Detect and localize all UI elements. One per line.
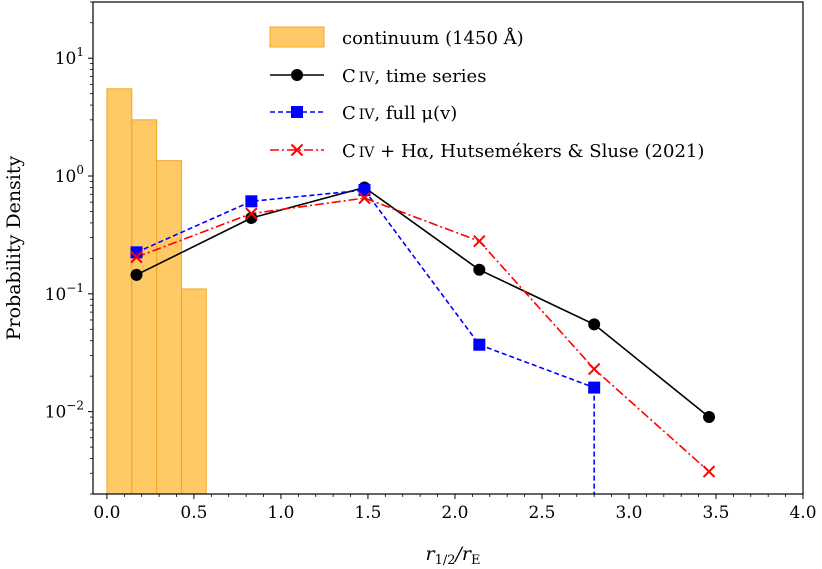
y-axis: 10−2 10−1 100 101 [45, 1, 93, 495]
x-tick-label: 2.0 [441, 503, 468, 523]
y-axis-label: Probability Density [3, 155, 25, 340]
histogram-bar [181, 288, 207, 494]
histogram-bar [131, 119, 158, 494]
legend: continuum (1450 Å) C IV, time series C IV,… [269, 26, 704, 162]
x-axis: 0.0 0.5 1.0 1.5 2.0 2.5 3.0 3.5 4.0 [93, 494, 817, 523]
x-tick-label: 3.0 [615, 503, 642, 523]
data-point [702, 465, 716, 478]
y-tick-label: 101 [55, 45, 84, 69]
data-point [130, 268, 143, 281]
data-point [358, 184, 371, 197]
data-point [588, 381, 601, 394]
series-layer [136, 186, 710, 494]
legend-swatch-continuum [269, 26, 325, 48]
x-tick-label: 0.5 [180, 503, 207, 523]
x-tick-label: 2.5 [528, 503, 555, 523]
legend-marker-time-series [291, 69, 303, 81]
series-line [136, 197, 710, 473]
y-tick-label: 10−2 [45, 399, 84, 423]
x-tick-label: 1.0 [267, 503, 294, 523]
data-point [473, 234, 486, 248]
legend-label-continuum: continuum (1450 Å) [342, 27, 524, 49]
legend-marker-full-mu [291, 106, 303, 118]
x-tick-label: 4.0 [789, 503, 816, 523]
x-tick-label: 0.0 [93, 503, 120, 523]
data-point [245, 207, 258, 220]
x-tick-label: 3.5 [702, 503, 729, 523]
series-line [136, 186, 710, 418]
x-axis-label: r1/2/rE [426, 543, 481, 568]
data-point [358, 191, 371, 205]
histogram-bar [106, 88, 133, 494]
legend-label-time-series: C IV, time series [342, 66, 486, 87]
legend-label-full-mu: C IV, full μ(v) [342, 103, 457, 124]
data-point [130, 250, 143, 264]
x-tick-label: 1.5 [354, 503, 381, 523]
series-line [136, 189, 595, 389]
data-point [473, 263, 486, 276]
legend-marker-hutsemekers [290, 143, 304, 157]
legend-label-hutsemekers: C IV + Hα, Hutsemékers & Sluse (2021) [342, 141, 704, 162]
plot-frame [92, 1, 804, 495]
data-point [587, 362, 601, 376]
y-tick-label: 10−1 [45, 281, 84, 305]
histogram-layer [106, 88, 207, 494]
data-point [130, 246, 143, 259]
data-point [245, 212, 258, 225]
histogram-bar [156, 160, 183, 494]
data-point [473, 338, 486, 351]
data-point [245, 195, 258, 208]
marker-layer [130, 181, 716, 478]
data-point [588, 318, 601, 331]
data-point [703, 411, 716, 424]
y-tick-label: 100 [55, 163, 84, 187]
